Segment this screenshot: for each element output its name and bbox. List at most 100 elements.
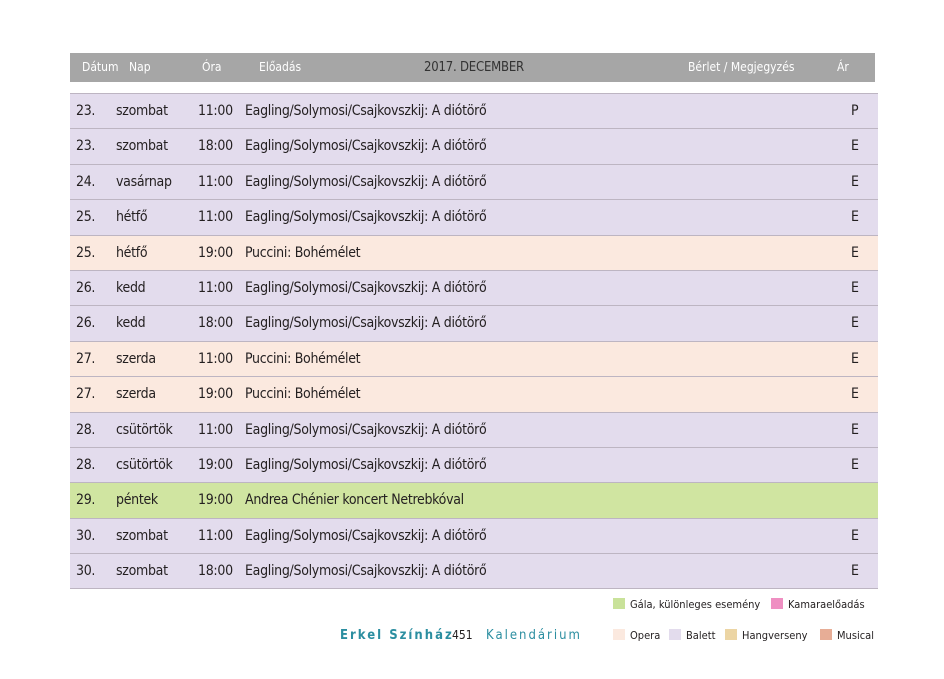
row-price: E — [851, 456, 859, 473]
table-row: 23. szombat 11:00 Eagling/Solymosi/Csajkovs… — [70, 93, 878, 129]
table-row: 25. hétfő 11:00 Eagling/Solymosi/Csajkovszk… — [70, 199, 878, 235]
row-time: 11:00 — [198, 421, 233, 438]
row-date: 27. — [76, 350, 96, 367]
row-date: 26. — [76, 315, 96, 332]
table-row: 30. szombat 18:00 Eagling/Solymosi/Csajkovs… — [70, 553, 878, 590]
row-price: E — [851, 386, 859, 403]
header-month: 2017. DECEMBER — [424, 60, 524, 75]
row-price: E — [851, 173, 859, 190]
legend-musical-swatch — [820, 629, 832, 640]
row-date: 28. — [76, 456, 96, 473]
row-day: hétfő — [116, 244, 148, 261]
row-title: Eagling/Solymosi/Csajkovszkij: A diótörő — [245, 138, 487, 155]
legend-kamara-label: Kamaraelőadás — [788, 598, 865, 611]
legend-gala: Gála, különleges esemény — [613, 598, 760, 611]
row-date: 25. — [76, 209, 96, 226]
row-price: E — [851, 563, 859, 580]
row-title: Eagling/Solymosi/Csajkovszkij: A diótörő — [245, 456, 487, 473]
row-time: 19:00 — [198, 244, 233, 261]
legend-hangverseny: Hangverseny — [725, 629, 807, 642]
row-price: E — [851, 279, 859, 296]
row-date: 30. — [76, 527, 96, 544]
table-row: 28. csütörtök 11:00 Eagling/Solymosi/Csajko… — [70, 411, 878, 447]
row-day: csütörtök — [116, 421, 173, 438]
legend-musical: Musical — [820, 629, 874, 642]
schedule-table: 23. szombat 11:00 Eagling/Solymosi/Csajkovs… — [70, 93, 878, 590]
row-day: kedd — [116, 279, 146, 296]
row-time: 19:00 — [198, 456, 233, 473]
row-time: 11:00 — [198, 173, 233, 190]
legend-balett-swatch — [669, 629, 681, 640]
row-title: Eagling/Solymosi/Csajkovszkij: A diótörő — [245, 279, 487, 296]
table-row: 26. kedd 11:00 Eagling/Solymosi/Csajkovszki… — [70, 269, 878, 306]
row-date: 30. — [76, 563, 96, 580]
legend-kamara-swatch — [771, 598, 783, 609]
row-date: 24. — [76, 173, 96, 190]
table-row: 25. hétfő 19:00 Puccini: Bohémélet E — [70, 234, 878, 270]
row-time: 11:00 — [198, 527, 233, 544]
row-price: E — [851, 244, 859, 261]
table-row: 29. péntek 19:00 Andrea Chénier koncert Net… — [70, 482, 878, 518]
legend-musical-label: Musical — [837, 629, 874, 642]
row-title: Eagling/Solymosi/Csajkovszkij: A diótörő — [245, 421, 487, 438]
row-time: 11:00 — [198, 209, 233, 226]
header-time: Óra — [202, 60, 222, 74]
row-title: Eagling/Solymosi/Csajkovszkij: A diótörő — [245, 173, 487, 190]
row-price: E — [851, 527, 859, 544]
row-day: szerda — [116, 386, 156, 403]
footer-section: Kalendárium — [486, 628, 582, 643]
legend-opera: Opera — [613, 629, 660, 642]
row-day: csütörtök — [116, 456, 173, 473]
header-performance: Előadás — [259, 60, 302, 74]
header-day: Nap — [129, 60, 151, 74]
row-day: vasárnap — [116, 173, 172, 190]
row-day: hétfő — [116, 209, 148, 226]
row-day: szombat — [116, 563, 168, 580]
table-row: 23. szombat 18:00 Eagling/Solymosi/Csajkovs… — [70, 128, 878, 164]
row-day: kedd — [116, 315, 146, 332]
row-day: szombat — [116, 527, 168, 544]
row-time: 18:00 — [198, 138, 233, 155]
row-title: Eagling/Solymosi/Csajkovszkij: A diótörő — [245, 527, 487, 544]
row-title: Eagling/Solymosi/Csajkovszkij: A diótörő — [245, 315, 487, 332]
header-date: Dátum — [82, 60, 119, 74]
table-row: 27. szerda 19:00 Puccini: Bohémélet E — [70, 376, 878, 412]
legend-balett-label: Balett — [686, 629, 716, 642]
row-date: 26. — [76, 279, 96, 296]
table-row: 28. csütörtök 19:00 Eagling/Solymosi/Csajko… — [70, 446, 878, 483]
legend-kamara: Kamaraelőadás — [771, 598, 865, 611]
row-title: Eagling/Solymosi/Csajkovszkij: A diótörő — [245, 103, 487, 119]
legend-hangverseny-label: Hangverseny — [742, 629, 808, 642]
row-title: Puccini: Bohémélet — [245, 244, 361, 261]
row-title: Eagling/Solymosi/Csajkovszkij: A diótörő — [245, 209, 487, 226]
row-date: 25. — [76, 244, 96, 261]
row-price: P — [851, 103, 859, 119]
row-date: 29. — [76, 492, 96, 509]
table-row: 26. kedd 18:00 Eagling/Solymosi/Csajkovszki… — [70, 305, 878, 341]
legend-balett: Balett — [669, 629, 715, 642]
table-row: 30. szombat 11:00 Eagling/Solymosi/Csajkovs… — [70, 517, 878, 554]
row-day: szombat — [116, 138, 168, 155]
row-time: 11:00 — [198, 103, 233, 119]
row-time: 19:00 — [198, 492, 233, 509]
legend-gala-label: Gála, különleges esemény — [630, 598, 761, 611]
header-subscription: Bérlet / Megjegyzés — [688, 60, 795, 74]
row-date: 23. — [76, 138, 96, 155]
header-price: Ár — [837, 60, 849, 74]
legend-hangverseny-swatch — [725, 629, 737, 640]
row-day: szombat — [116, 103, 168, 119]
row-date: 27. — [76, 386, 96, 403]
row-date: 28. — [76, 421, 96, 438]
row-time: 11:00 — [198, 279, 233, 296]
row-price: E — [851, 315, 859, 332]
row-title: Puccini: Bohémélet — [245, 350, 361, 367]
row-price: E — [851, 350, 859, 367]
row-title: Andrea Chénier koncert Netrebkóval — [245, 492, 464, 509]
table-header: Dátum Nap Óra Előadás 2017. DECEMBER Bér… — [70, 53, 875, 82]
legend-gala-swatch — [613, 598, 625, 609]
table-row: 27. szerda 11:00 Puccini: Bohémélet E — [70, 340, 878, 377]
table-row: 24. vasárnap 11:00 Eagling/Solymosi/Csajkov… — [70, 163, 878, 200]
row-time: 11:00 — [198, 350, 233, 367]
row-title: Puccini: Bohémélet — [245, 386, 361, 403]
row-time: 18:00 — [198, 315, 233, 332]
